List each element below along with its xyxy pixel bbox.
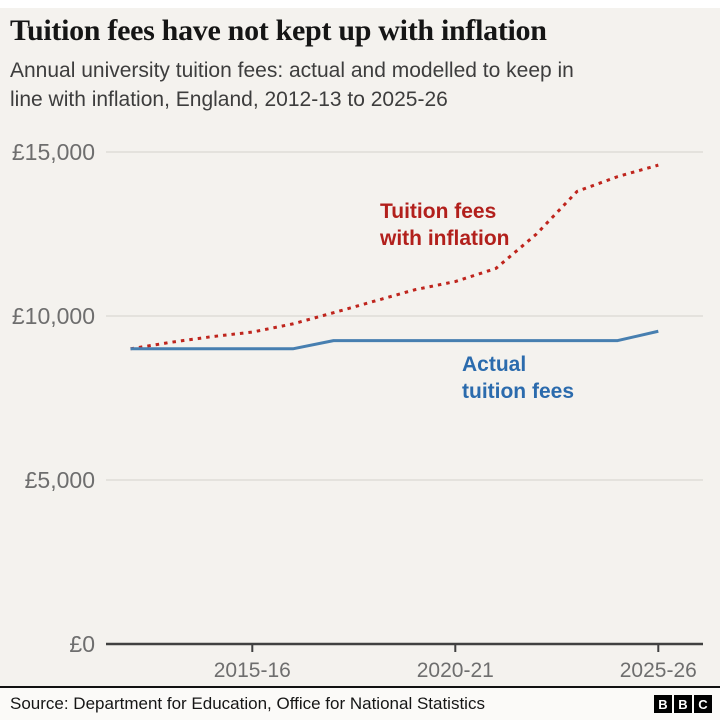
- bbc-logo-block-c: C: [694, 695, 712, 713]
- series-label-actual-line1: Actual: [462, 353, 527, 376]
- chart-subtitle: Annual university tuition fees: actual a…: [10, 56, 700, 114]
- bbc-logo: B B C: [654, 695, 712, 713]
- bbc-logo-block-b2: B: [674, 695, 692, 713]
- chart-title: Tuition fees have not kept up with infla…: [10, 14, 547, 47]
- series-label-inflation-line2: with inflation: [380, 227, 510, 250]
- series-label-actual: Actual tuition fees: [462, 351, 574, 405]
- series-line-actual: [130, 329, 659, 351]
- series-label-actual-line2: tuition fees: [462, 380, 575, 403]
- top-margin-strip: [0, 0, 720, 8]
- x-axis-label: 2015-16: [214, 659, 291, 682]
- series-line-inflation: [130, 163, 659, 351]
- chart-subtitle-line1: Annual university tuition fees: actual a…: [10, 59, 574, 82]
- x-axis-label: 2020-21: [417, 659, 494, 682]
- footer-bar: Source: Department for Education, Office…: [0, 686, 720, 720]
- series-label-inflation-line1: Tuition fees: [380, 200, 497, 223]
- y-axis-label: £10,000: [12, 303, 95, 329]
- y-axis-label: £15,000: [12, 139, 95, 165]
- y-axis-label: £0: [69, 631, 95, 657]
- chart-subtitle-line2: line with inflation, England, 2012-13 to…: [10, 88, 448, 111]
- source-attribution: Source: Department for Education, Office…: [10, 694, 485, 713]
- bbc-logo-block-b1: B: [654, 695, 672, 713]
- y-axis-label: £5,000: [25, 467, 95, 493]
- x-axis-label: 2025-26: [620, 659, 697, 682]
- series-label-inflation: Tuition fees with inflation: [380, 198, 509, 252]
